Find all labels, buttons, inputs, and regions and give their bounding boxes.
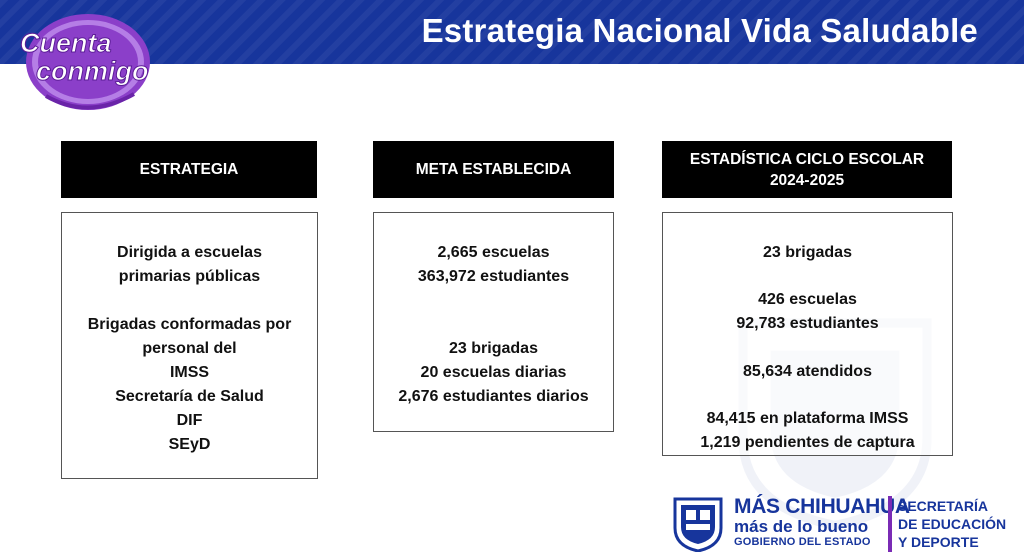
box-line: 1,219 pendientes de captura	[700, 433, 915, 451]
box-line: DIF	[176, 412, 203, 429]
column-header-text: 2024-2025	[769, 171, 845, 189]
brand-line3: GOBIERNO DEL ESTADO	[734, 536, 871, 548]
box-line: 2,665 escuelas	[437, 244, 550, 261]
box-line: 84,415 en plataforma IMSS	[706, 409, 909, 427]
column-header-text: ESTADÍSTICA CICLO ESCOLAR	[689, 150, 925, 168]
dept-line1: SECRETARÍA	[898, 498, 988, 514]
box-line: 92,783 estudiantes	[736, 315, 879, 333]
box-line: IMSS	[169, 364, 210, 381]
department-name: SECRETARÍA DE EDUCACIÓN Y DEPORTE	[898, 497, 1018, 551]
dept-line3: Y DEPORTE	[898, 534, 979, 550]
box-line: Secretaría de Salud	[115, 388, 264, 405]
brand-line1: MÁS CHIHUAHUA	[734, 495, 910, 518]
column-box-estrategia: Dirigida a escuelas primarias públicas B…	[61, 212, 318, 479]
logo-text-line2: conmigo	[36, 56, 149, 86]
state-seal-icon	[673, 497, 723, 552]
footer-divider	[888, 496, 892, 552]
box-line: SEyD	[168, 436, 211, 453]
government-brand: MÁS CHIHUAHUA más de lo bueno GOBIERNO D…	[734, 495, 910, 554]
column-header-text: ESTRATEGIA	[139, 161, 239, 178]
page-title: Estrategia Nacional Vida Saludable	[421, 12, 978, 49]
brand-line2: más de lo bueno	[734, 517, 869, 536]
column-header-estrategia: ESTRATEGIA	[61, 141, 317, 198]
column-header-text: META ESTABLECIDA	[415, 161, 572, 178]
box-line: 2,676 estudiantes diarios	[398, 388, 589, 405]
column-header-estadistica: ESTADÍSTICA CICLO ESCOLAR 2024-2025	[662, 141, 952, 198]
box-line: Dirigida a escuelas	[117, 244, 262, 261]
cuenta-conmigo-logo: Cuenta conmigo	[20, 14, 150, 110]
box-line: 363,972 estudiantes	[417, 268, 570, 285]
box-line: 426 escuelas	[758, 291, 857, 309]
column-box-meta: 2,665 escuelas 363,972 estudiantes 23 br…	[373, 212, 614, 432]
box-line: 85,634 atendidos	[743, 362, 872, 380]
header-banner: Estrategia Nacional Vida Saludable	[0, 0, 1024, 64]
box-line: Brigadas conformadas por	[87, 316, 292, 333]
dept-line2: DE EDUCACIÓN	[898, 516, 1007, 532]
box-line: personal del	[142, 340, 237, 357]
box-line: 20 escuelas diarias	[420, 364, 567, 381]
logo-text-line1: Cuenta	[20, 28, 112, 58]
column-header-meta: META ESTABLECIDA	[373, 141, 614, 198]
box-line: 23 brigadas	[763, 244, 852, 261]
box-line: 23 brigadas	[449, 340, 538, 357]
column-box-estadistica: 23 brigadas 426 escuelas 92,783 estudian…	[662, 212, 953, 456]
box-line: primarias públicas	[118, 268, 261, 285]
